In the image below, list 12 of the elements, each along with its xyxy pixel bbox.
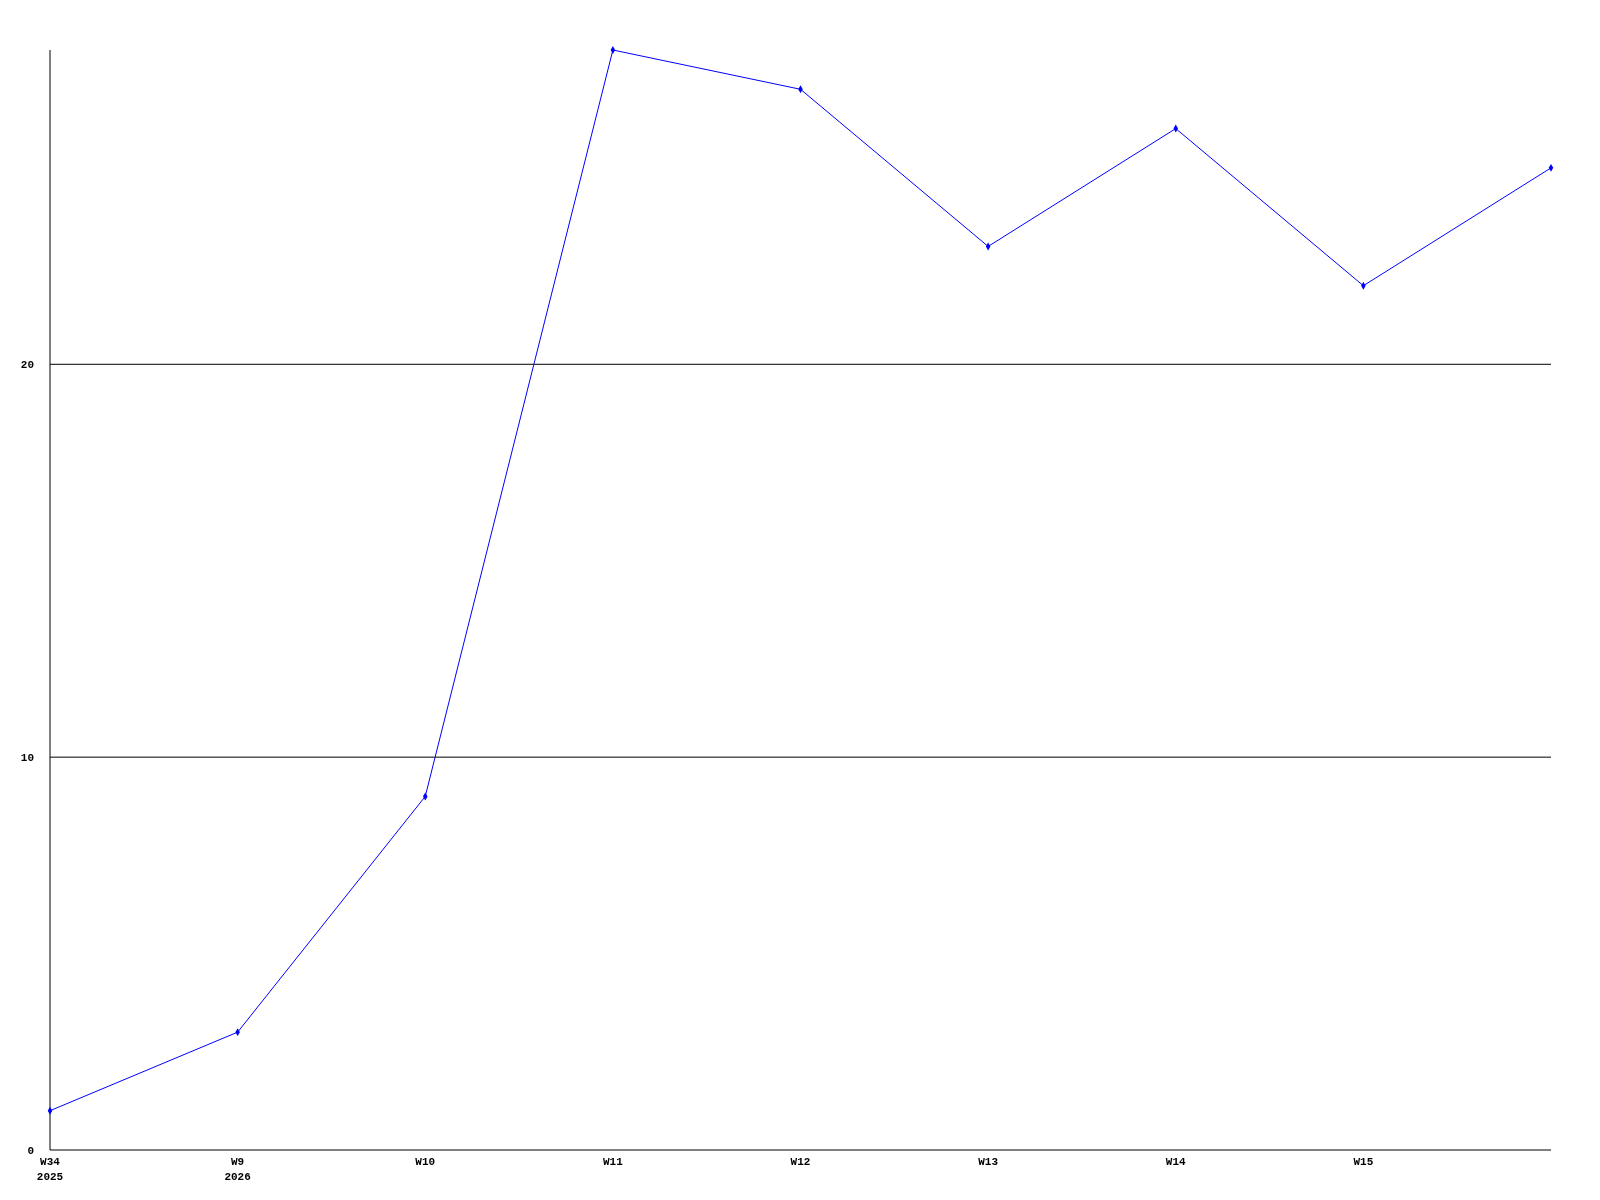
- x-tick-label: W9 2026: [224, 1156, 251, 1183]
- point: [610, 46, 616, 54]
- x-tick-label: W15: [1353, 1156, 1374, 1168]
- y-tick-label: 10: [20, 751, 34, 764]
- y-tick-label: 20: [20, 359, 34, 372]
- x-tick-label: W13: [978, 1156, 999, 1168]
- x-tick-label: W10: [415, 1156, 436, 1168]
- x-tick-label: W12: [790, 1156, 811, 1168]
- x-tick-label: W34 2025: [36, 1156, 64, 1183]
- y-tick-label: 0: [27, 1144, 34, 1157]
- x-tick-label: W14: [1165, 1156, 1187, 1168]
- x-tick-label: W11: [602, 1156, 624, 1168]
